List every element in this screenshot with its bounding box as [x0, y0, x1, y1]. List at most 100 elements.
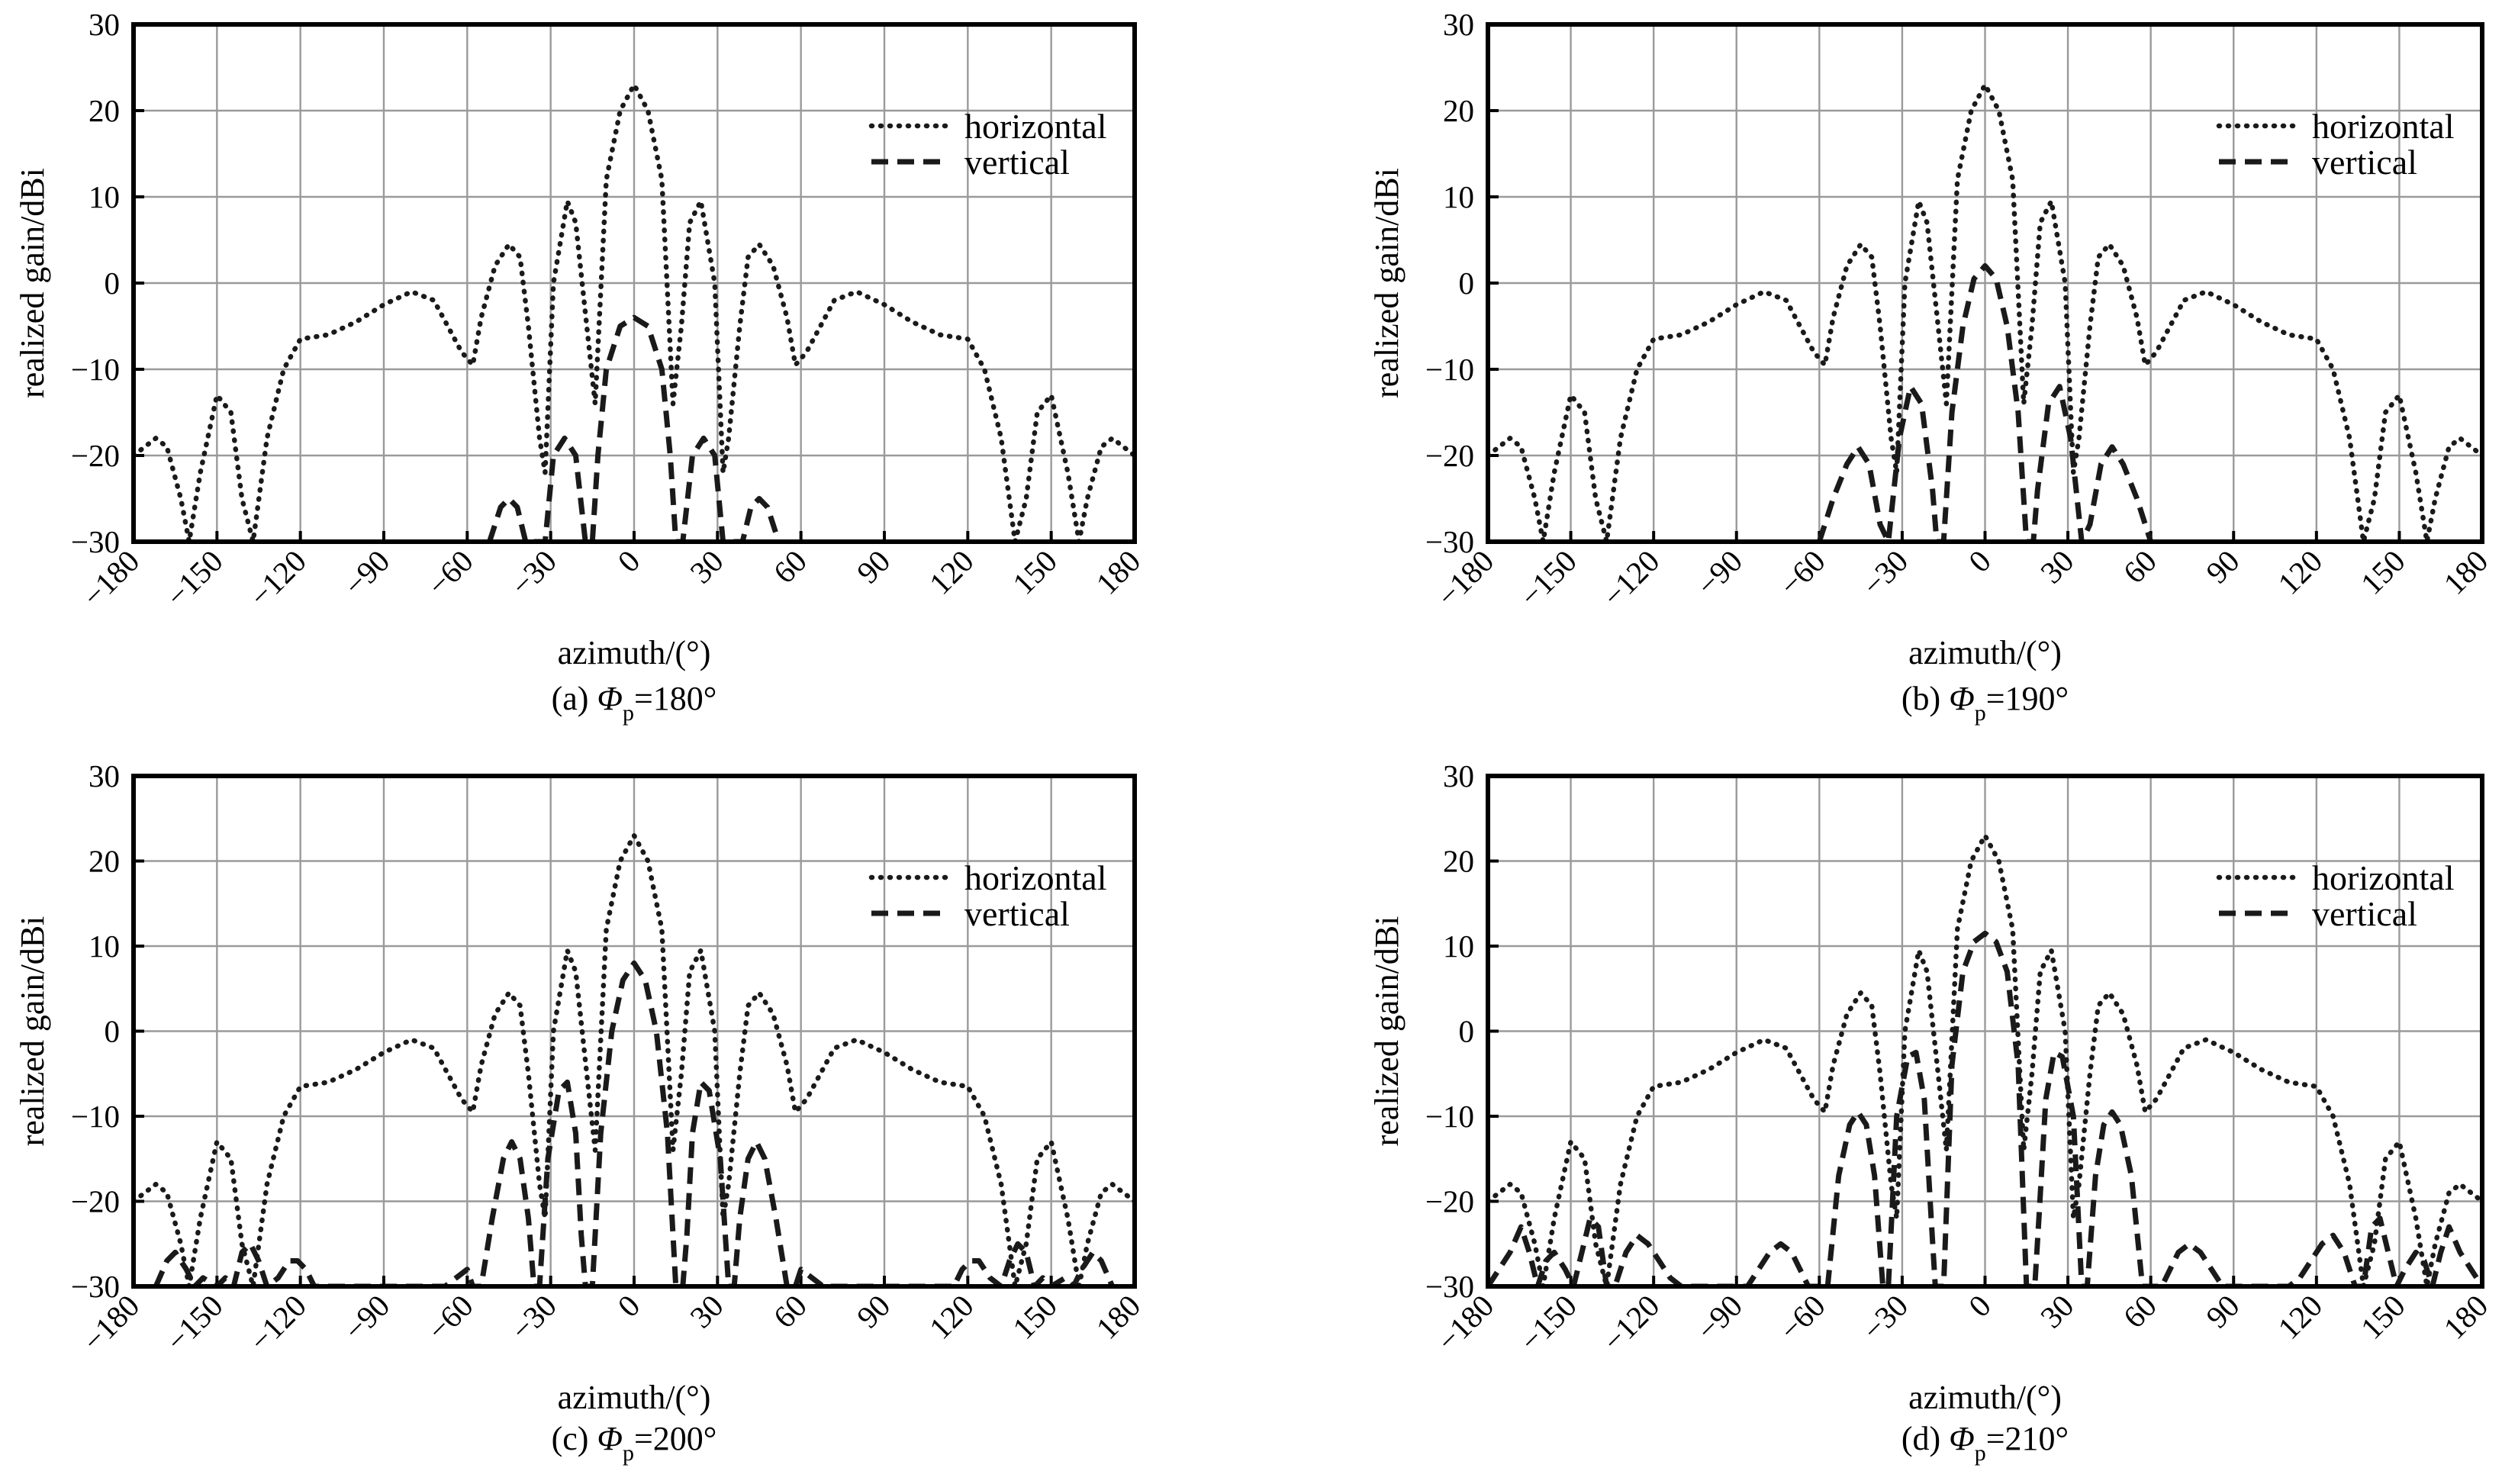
series-line-horizontal: [1488, 832, 2482, 1286]
y-tick-label: 20: [1443, 844, 1474, 879]
chart-panel-d: −180 −150 −120 −90 −60 −30 0 30 60 90 120 150 180302…: [1368, 758, 2494, 1466]
legend-label-vertical: vertical: [2312, 894, 2417, 933]
y-tick-label: −20: [71, 1184, 120, 1219]
x-tick-label: −120: [243, 1288, 313, 1358]
caption-symbol: Φ: [597, 1420, 623, 1457]
x-tick-label: 120: [2271, 1288, 2329, 1346]
y-tick-label: 0: [1459, 266, 1475, 301]
x-axis-label: azimuth/(°): [1908, 634, 2062, 671]
caption-prefix: (c): [552, 1420, 597, 1457]
x-tick-label: 90: [850, 1288, 897, 1335]
x-tick-label: −30: [504, 543, 563, 603]
x-tick-label: 60: [2117, 1288, 2164, 1335]
x-tick-label: −120: [1596, 543, 1666, 613]
x-tick-label: 30: [2033, 543, 2081, 591]
x-tick-label: 0: [1962, 543, 1998, 579]
x-tick-label: 0: [610, 1288, 646, 1324]
series-line-vertical: [487, 314, 781, 542]
caption-subscript: p: [1975, 1441, 1986, 1466]
y-axis-label: realized gain/dBi: [1368, 916, 1406, 1147]
series-line-vertical: [1816, 262, 2154, 542]
x-tick-label: 150: [1006, 543, 1064, 601]
legend-label-vertical: vertical: [964, 894, 1070, 933]
y-axis-label: realized gain/dBi: [1368, 168, 1406, 398]
x-tick-label: 90: [850, 543, 897, 591]
y-tick-label: 10: [89, 929, 120, 964]
y-tick-label: 30: [89, 758, 120, 794]
y-tick-label: 30: [89, 7, 120, 42]
x-tick-label: −150: [159, 1288, 229, 1358]
x-tick-label: −30: [504, 1288, 563, 1347]
y-tick-label: −20: [1425, 438, 1474, 473]
x-tick-label: 90: [2199, 1288, 2246, 1335]
x-tick-label: 60: [2117, 543, 2164, 591]
legend-label-vertical: vertical: [2312, 143, 2417, 182]
y-tick-label: −30: [71, 524, 120, 559]
x-tick-label: 90: [2199, 543, 2246, 591]
plot-frame: [1486, 774, 2484, 1289]
y-tick-label: −20: [71, 438, 120, 473]
x-tick-label: 60: [767, 1288, 814, 1335]
x-tick-label: −150: [159, 543, 229, 613]
y-tick-label: 30: [1443, 7, 1474, 42]
y-axis-label: realized gain/dBi: [14, 168, 51, 398]
plot-frame: [131, 22, 1137, 544]
x-tick-label: 150: [2354, 543, 2412, 601]
chart-panel-a: −180 −150 −120 −90 −60 −30 0 30 60 90 120 150 180302…: [14, 7, 1147, 726]
legend-label-horizontal: horizontal: [964, 858, 1107, 897]
caption-suffix: =210°: [1986, 1420, 2069, 1457]
x-tick-label: 0: [1962, 1288, 1998, 1324]
x-tick-label: 180: [2436, 543, 2494, 601]
x-tick-label: −90: [336, 1288, 396, 1347]
x-tick-label: 0: [610, 543, 646, 579]
caption-prefix: (b): [1901, 680, 1949, 717]
x-tick-label: 180: [1089, 543, 1147, 601]
y-tick-label: 10: [1443, 179, 1474, 214]
x-tick-label: −150: [1513, 1288, 1583, 1358]
x-tick-label: −60: [1773, 543, 1832, 603]
x-tick-label: −120: [1596, 1288, 1666, 1358]
plot-frame: [131, 774, 1137, 1289]
caption-subscript: p: [623, 700, 634, 726]
x-tick-label: −120: [243, 543, 313, 613]
legend-label-vertical: vertical: [964, 143, 1070, 182]
x-tick-label: 180: [2436, 1288, 2494, 1346]
panel-caption: (b) Φp=190°: [1901, 680, 2069, 726]
x-tick-label: −90: [336, 543, 396, 603]
y-tick-label: 20: [89, 93, 120, 128]
panel-caption: (a) Φp=180°: [552, 680, 717, 726]
y-tick-label: 20: [1443, 93, 1474, 128]
x-axis-label: azimuth/(°): [558, 634, 711, 671]
caption-prefix: (d): [1901, 1420, 1949, 1457]
y-tick-label: −10: [71, 352, 120, 387]
x-tick-label: 30: [2033, 1288, 2081, 1335]
plot-frame: [1486, 22, 2484, 544]
plot-area: [1488, 82, 2482, 542]
caption-prefix: (a): [552, 680, 597, 717]
series-line-vertical: [1488, 930, 2482, 1286]
y-tick-label: −30: [1425, 524, 1474, 559]
caption-subscript: p: [1975, 700, 1986, 726]
x-tick-label: 180: [1089, 1288, 1147, 1346]
x-tick-label: −90: [1689, 1288, 1749, 1347]
y-tick-label: 10: [1443, 929, 1474, 964]
legend-label-horizontal: horizontal: [964, 107, 1107, 146]
caption-suffix: =190°: [1986, 680, 2069, 717]
x-tick-label: −90: [1689, 543, 1749, 603]
chart-panel-c: −180 −150 −120 −90 −60 −30 0 30 60 90 120 150 180302…: [14, 758, 1147, 1466]
x-tick-label: −60: [420, 543, 480, 603]
y-tick-label: −10: [1425, 352, 1474, 387]
y-tick-label: 0: [105, 1014, 121, 1049]
plot-area: [1488, 832, 2482, 1286]
y-tick-label: −30: [71, 1269, 120, 1304]
y-tick-label: −10: [71, 1099, 120, 1134]
caption-symbol: Φ: [597, 680, 623, 717]
series-line-vertical: [153, 960, 1116, 1286]
x-tick-label: 60: [767, 543, 814, 591]
x-tick-label: 120: [923, 543, 981, 601]
y-tick-label: 0: [1459, 1014, 1475, 1049]
